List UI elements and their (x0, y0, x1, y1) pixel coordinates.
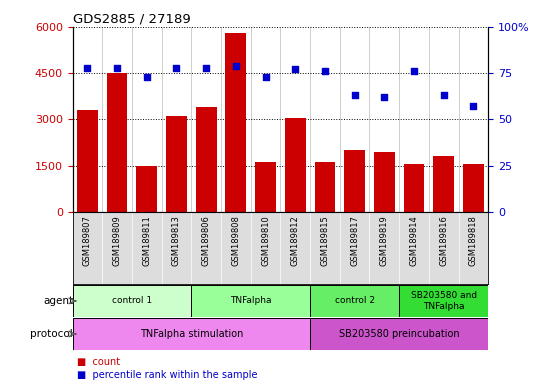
Text: ■  count: ■ count (76, 357, 120, 367)
Bar (73, 318, 310, 350)
Point (113, 65, 122, 71)
Bar (191, 285, 310, 317)
Bar (310, 285, 399, 317)
Text: GSM189809: GSM189809 (113, 215, 122, 266)
Bar (344, 150, 365, 212)
Text: SB203580 and
TNFalpha: SB203580 and TNFalpha (411, 291, 477, 311)
Text: GSM189808: GSM189808 (232, 215, 240, 266)
Text: GSM189818: GSM189818 (469, 215, 478, 266)
Text: GSM189819: GSM189819 (380, 215, 389, 266)
Point (439, 92, 448, 98)
Text: GSM189811: GSM189811 (142, 215, 151, 266)
Bar (73, 285, 191, 317)
Bar (310, 318, 488, 350)
Text: SB203580 preincubation: SB203580 preincubation (339, 329, 459, 339)
Text: ■  percentile rank within the sample: ■ percentile rank within the sample (76, 370, 257, 380)
Text: TNFalpha stimulation: TNFalpha stimulation (140, 329, 243, 339)
Point (142, 74, 151, 80)
Bar (374, 152, 395, 212)
Point (469, 103, 478, 109)
Point (232, 63, 240, 69)
Point (291, 66, 300, 73)
Bar (136, 166, 157, 212)
Text: GSM189806: GSM189806 (201, 215, 211, 266)
Text: GSM189817: GSM189817 (350, 215, 359, 266)
Text: GSM189807: GSM189807 (83, 215, 92, 266)
Bar (225, 33, 246, 212)
Point (201, 65, 210, 71)
Bar (434, 156, 454, 212)
Bar (399, 285, 488, 317)
Bar (77, 110, 98, 212)
Bar (107, 73, 127, 212)
Text: TNFalpha: TNFalpha (230, 296, 271, 305)
Text: GSM189814: GSM189814 (410, 215, 418, 266)
Text: agent: agent (43, 296, 73, 306)
Point (83, 65, 92, 71)
Text: GSM189810: GSM189810 (261, 215, 270, 266)
Point (261, 74, 270, 80)
Text: GDS2885 / 27189: GDS2885 / 27189 (73, 13, 190, 26)
Text: control 2: control 2 (335, 296, 374, 305)
Point (320, 68, 329, 74)
Bar (255, 162, 276, 212)
Text: GSM189815: GSM189815 (320, 215, 329, 266)
Text: GSM189813: GSM189813 (172, 215, 181, 266)
Bar (166, 116, 187, 212)
Point (172, 65, 181, 71)
Point (410, 68, 418, 74)
Text: GSM189812: GSM189812 (291, 215, 300, 266)
Bar (196, 107, 217, 212)
Point (380, 94, 389, 100)
Bar (463, 164, 484, 212)
Text: control 1: control 1 (112, 296, 152, 305)
Bar (403, 164, 425, 212)
Bar (285, 118, 306, 212)
Text: GSM189816: GSM189816 (439, 215, 448, 266)
Text: protocol: protocol (30, 329, 73, 339)
Point (350, 92, 359, 98)
Bar (315, 162, 335, 212)
